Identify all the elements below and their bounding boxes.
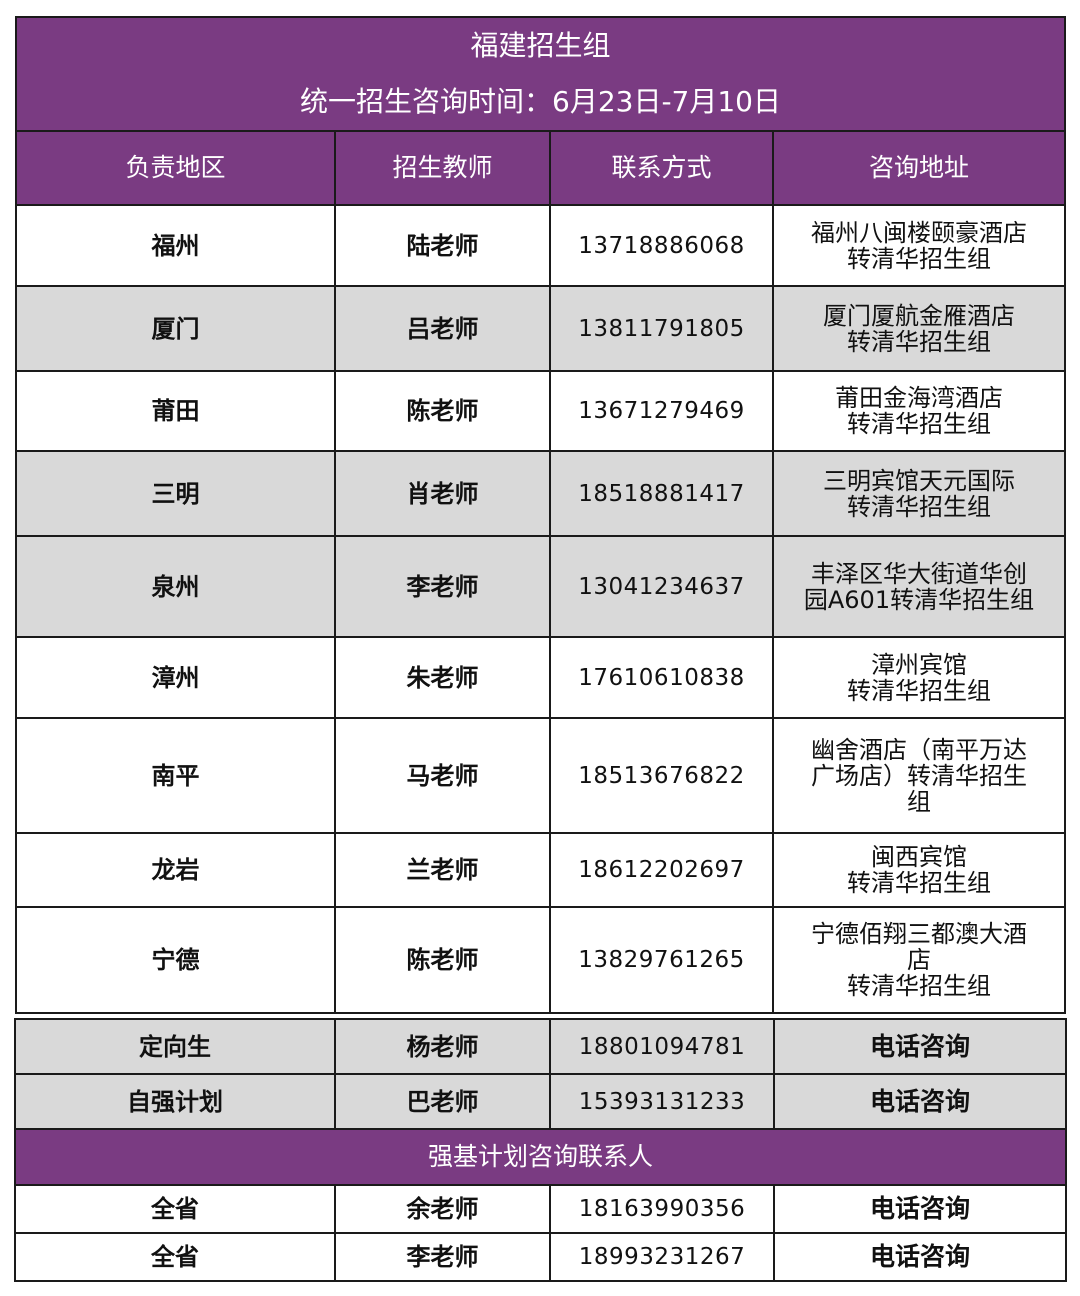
region-cell: 自强计划	[14, 1073, 336, 1130]
region-cell: 厦门	[15, 285, 336, 372]
header-row: 负责地区 招生教师 联系方式 咨询地址	[15, 130, 1066, 206]
phone-cell: 13829761265	[549, 906, 774, 1014]
address-cell: 莆田金海湾酒店 转清华招生组	[772, 370, 1066, 452]
header-region: 负责地区	[15, 130, 336, 206]
header-address: 咨询地址	[772, 130, 1066, 206]
qiangji-title-row: 强基计划咨询联系人	[14, 1128, 1067, 1186]
table-row: 漳州 朱老师 17610610838 漳州宾馆 转清华招生组	[15, 636, 1066, 719]
address-cell: 厦门厦航金雁酒店 转清华招生组	[772, 285, 1066, 372]
phone-cell: 15393131233	[549, 1073, 775, 1130]
header-contact: 联系方式	[549, 130, 774, 206]
phone-cell: 18993231267	[549, 1232, 775, 1282]
table-row: 泉州 李老师 13041234637 丰泽区华大街道华创 园A601转清华招生组	[15, 535, 1066, 638]
address-cell: 漳州宾馆 转清华招生组	[772, 636, 1066, 719]
table-subtitle: 统一招生咨询时间：6月23日-7月10日	[300, 85, 781, 118]
region-cell: 宁德	[15, 906, 336, 1014]
table-row: 全省 余老师 18163990356 电话咨询	[14, 1184, 1067, 1234]
address-cell: 电话咨询	[773, 1232, 1067, 1282]
teacher-cell: 陈老师	[334, 370, 551, 452]
region-cell: 莆田	[15, 370, 336, 452]
header-teacher: 招生教师	[334, 130, 551, 206]
address-cell: 宁德佰翔三都澳大酒 店 转清华招生组	[772, 906, 1066, 1014]
address-cell: 幽舍酒店（南平万达 广场店）转清华招生 组	[772, 717, 1066, 834]
teacher-cell: 吕老师	[334, 285, 551, 372]
teacher-cell: 杨老师	[334, 1018, 551, 1075]
address-cell: 福州八闽楼颐豪酒店 转清华招生组	[772, 204, 1066, 287]
teacher-cell: 兰老师	[334, 832, 551, 908]
table-row: 三明 肖老师 18518881417 三明宾馆天元国际 转清华招生组	[15, 450, 1066, 537]
teacher-cell: 李老师	[334, 1232, 551, 1282]
address-cell: 丰泽区华大街道华创 园A601转清华招生组	[772, 535, 1066, 638]
table-row: 自强计划 巴老师 15393131233 电话咨询	[14, 1073, 1067, 1130]
teacher-cell: 陆老师	[334, 204, 551, 287]
table-row: 莆田 陈老师 13671279469 莆田金海湾酒店 转清华招生组	[15, 370, 1066, 452]
table-row: 南平 马老师 18513676822 幽舍酒店（南平万达 广场店）转清华招生 组	[15, 717, 1066, 834]
region-cell: 南平	[15, 717, 336, 834]
table-row: 福州 陆老师 13718886068 福州八闽楼颐豪酒店 转清华招生组	[15, 204, 1066, 287]
region-cell: 全省	[14, 1184, 336, 1234]
table-row: 定向生 杨老师 18801094781 电话咨询	[14, 1018, 1067, 1075]
teacher-cell: 巴老师	[334, 1073, 551, 1130]
phone-cell: 13041234637	[549, 535, 774, 638]
region-cell: 定向生	[14, 1018, 336, 1075]
teacher-cell: 马老师	[334, 717, 551, 834]
teacher-cell: 李老师	[334, 535, 551, 638]
region-cell: 漳州	[15, 636, 336, 719]
table-row: 全省 李老师 18993231267 电话咨询	[14, 1232, 1067, 1282]
phone-cell: 13811791805	[549, 285, 774, 372]
region-cell: 泉州	[15, 535, 336, 638]
table-row: 龙岩 兰老师 18612202697 闽西宾馆 转清华招生组	[15, 832, 1066, 908]
region-cell: 龙岩	[15, 832, 336, 908]
teacher-cell: 朱老师	[334, 636, 551, 719]
title-row: 福建招生组统一招生咨询时间：6月23日-7月10日	[15, 16, 1066, 132]
address-cell: 电话咨询	[773, 1184, 1067, 1234]
teacher-cell: 余老师	[334, 1184, 551, 1234]
phone-cell: 18518881417	[549, 450, 774, 537]
address-cell: 三明宾馆天元国际 转清华招生组	[772, 450, 1066, 537]
phone-cell: 17610610838	[549, 636, 774, 719]
phone-cell: 18801094781	[549, 1018, 775, 1075]
qiangji-title: 强基计划咨询联系人	[14, 1128, 1067, 1186]
phone-cell: 18163990356	[549, 1184, 775, 1234]
special-contacts-table: 定向生 杨老师 18801094781 电话咨询 自强计划 巴老师 15393131233 电…	[14, 1018, 1067, 1282]
teacher-cell: 陈老师	[334, 906, 551, 1014]
phone-cell: 13671279469	[549, 370, 774, 452]
table-title: 福建招生组	[470, 29, 611, 62]
table-row: 厦门 吕老师 13811791805 厦门厦航金雁酒店 转清华招生组	[15, 285, 1066, 372]
address-cell: 电话咨询	[773, 1018, 1067, 1075]
teacher-cell: 肖老师	[334, 450, 551, 537]
phone-cell: 18513676822	[549, 717, 774, 834]
table-row: 宁德 陈老师 13829761265 宁德佰翔三都澳大酒 店 转清华招生组	[15, 906, 1066, 1014]
address-cell: 电话咨询	[773, 1073, 1067, 1130]
phone-cell: 18612202697	[549, 832, 774, 908]
address-cell: 闽西宾馆 转清华招生组	[772, 832, 1066, 908]
fujian-admissions-table: 福建招生组统一招生咨询时间：6月23日-7月10日 负责地区 招生教师 联系方式…	[15, 16, 1066, 1014]
region-cell: 全省	[14, 1232, 336, 1282]
phone-cell: 13718886068	[549, 204, 774, 287]
region-cell: 三明	[15, 450, 336, 537]
region-cell: 福州	[15, 204, 336, 287]
